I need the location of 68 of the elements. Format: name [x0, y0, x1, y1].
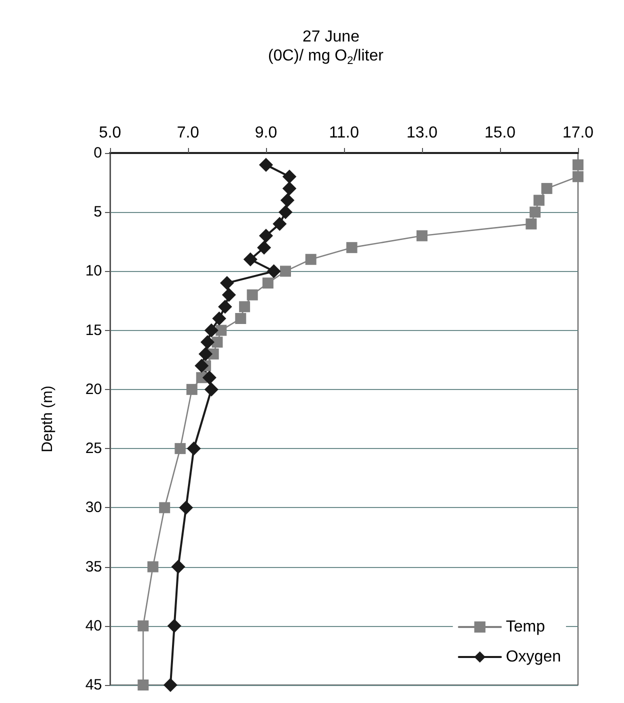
point: [246, 289, 258, 300]
y-tick-label: 20: [85, 380, 102, 398]
y-axis-title: Depth (m): [39, 386, 56, 452]
point: [235, 313, 246, 324]
point: [266, 264, 281, 278]
x-tick-label: 11.0: [329, 124, 360, 142]
point: [572, 171, 584, 182]
x-tick-label: 15.0: [484, 124, 516, 142]
point: [204, 323, 218, 338]
point: [534, 194, 544, 206]
point: [220, 276, 234, 290]
legend-label: Temp: [506, 618, 546, 636]
x-tick-label: 5.0: [98, 124, 122, 142]
point: [202, 370, 216, 385]
point: [212, 312, 226, 326]
point: [159, 502, 170, 514]
point: [262, 278, 274, 289]
point: [218, 300, 232, 314]
y-tick-label: 25: [85, 440, 102, 458]
point: [194, 358, 209, 373]
x-tick-label: 17.0: [562, 124, 594, 142]
y-tick-label: 15: [85, 322, 102, 339]
point: [257, 240, 272, 255]
x-tick-label: 7.0: [176, 124, 200, 142]
point: [280, 266, 291, 277]
y-tick-label: 0: [94, 144, 102, 162]
point: [526, 218, 537, 230]
point: [278, 205, 292, 220]
point: [259, 158, 273, 172]
point: [272, 216, 287, 231]
point: [198, 346, 213, 361]
point: [147, 561, 158, 572]
point: [138, 680, 149, 690]
point: [163, 678, 178, 692]
y-tick-label: 30: [85, 499, 102, 516]
x-tick-label: 9.0: [254, 124, 278, 142]
x-tick-label: 13.0: [406, 124, 438, 142]
point: [243, 252, 258, 266]
point: [138, 620, 149, 632]
point: [572, 159, 584, 170]
point: [212, 336, 223, 348]
point: [282, 181, 296, 196]
y-tick-label: 45: [85, 676, 102, 694]
point: [179, 500, 194, 515]
point: [186, 442, 201, 456]
point: [204, 382, 218, 396]
point: [171, 560, 186, 574]
y-tick-label: 10: [85, 262, 102, 280]
point: [174, 443, 186, 454]
point: [222, 288, 236, 302]
point: [280, 193, 294, 208]
point: [282, 170, 296, 184]
point: [186, 384, 198, 395]
legend-label: Oxygen: [506, 648, 561, 666]
point: [416, 230, 428, 242]
chart-title: 27 June: [302, 28, 360, 46]
point: [167, 618, 182, 633]
y-tick-label: 40: [85, 617, 102, 634]
point: [216, 324, 227, 336]
y-tick-label: 5: [94, 204, 102, 221]
y-tick-label: 35: [85, 558, 102, 576]
point: [530, 206, 541, 218]
point: [259, 228, 273, 243]
point: [346, 242, 358, 254]
point: [200, 335, 214, 350]
point: [541, 182, 552, 194]
point: [239, 301, 250, 312]
point: [305, 254, 316, 265]
